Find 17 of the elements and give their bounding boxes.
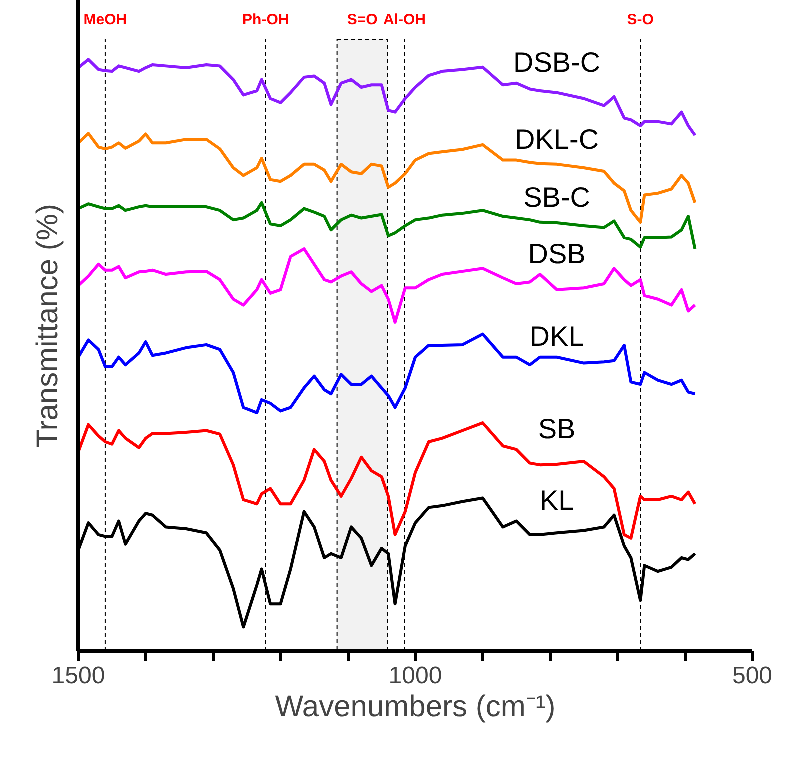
series-label: DSB-C: [513, 47, 601, 78]
ref-line-label: Ph-OH: [242, 12, 290, 29]
series-label: SB: [538, 413, 576, 444]
series-label: SB-C: [524, 182, 590, 214]
series-label: DKL-C: [515, 124, 600, 156]
ref-line-label: S-O: [627, 12, 654, 29]
x-tick-label: 1000: [388, 662, 442, 690]
series-label: DKL: [530, 321, 584, 352]
y-axis-title: Transmittance (%): [32, 204, 64, 448]
series-label: DSB: [528, 238, 586, 270]
ref-line-label: MeOH: [84, 12, 128, 29]
band-label: S=O: [347, 12, 378, 29]
series-label: KL: [540, 485, 574, 516]
x-tick-label: 500: [732, 662, 773, 690]
x-axis-title: Wavenumbers (cm⁻¹): [275, 690, 556, 724]
x-tick-label: 1500: [52, 662, 106, 690]
ref-line-label: Al-OH: [383, 12, 426, 29]
